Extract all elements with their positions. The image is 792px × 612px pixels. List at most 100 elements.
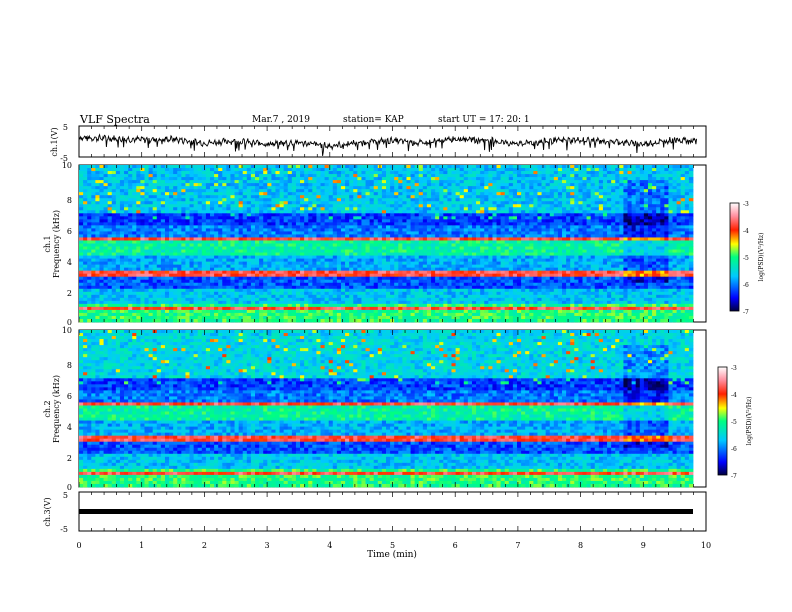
spectrogram-cell	[259, 231, 264, 235]
spectrogram-cell	[283, 249, 289, 253]
spectrogram-cell	[484, 210, 489, 214]
spectrogram-cell	[553, 234, 559, 238]
spectrogram-cell	[500, 228, 506, 232]
spectrogram-cell	[463, 246, 469, 250]
spectrogram-cell	[451, 177, 456, 181]
spectrogram-cell	[451, 246, 456, 250]
spectrogram-cell	[156, 216, 162, 220]
spectrogram-cell	[140, 252, 145, 256]
spectrogram-cell	[164, 258, 170, 263]
spectrogram-cell	[611, 243, 616, 247]
spectrogram-cell	[349, 228, 354, 232]
spectrogram-cell	[381, 210, 387, 214]
spectrogram-cell	[197, 252, 203, 256]
spectrogram-cell	[201, 243, 207, 247]
spectrogram-cell	[660, 204, 665, 208]
spectrogram-cell	[471, 261, 477, 266]
spectrogram-cell	[398, 174, 403, 178]
spectrogram-cell	[480, 249, 485, 253]
spectrogram-cell	[484, 201, 489, 205]
spectrogram-cell	[271, 216, 276, 220]
spectrogram-cell	[451, 186, 456, 190]
spectrogram-cell	[680, 231, 686, 235]
spectrogram-cell	[459, 225, 465, 229]
spectrogram-cell	[201, 201, 207, 205]
spectrogram-cell	[136, 201, 141, 205]
spectrogram-cell	[312, 201, 317, 205]
spectrogram-cell	[242, 252, 248, 256]
spectrogram-cell	[156, 258, 162, 263]
spectrogram-cell	[635, 231, 641, 235]
spectrogram-cell	[525, 204, 530, 208]
spectrogram-cell	[132, 174, 137, 178]
spectrogram-cell	[259, 195, 264, 199]
spectrogram-cell	[406, 189, 411, 193]
spectrogram-cell	[492, 228, 497, 232]
spectrogram-cell	[660, 234, 665, 238]
spectrogram-cell	[316, 240, 321, 244]
spectrogram-cell	[119, 222, 125, 226]
spectrogram-cell	[345, 207, 350, 211]
spectrogram-cell	[443, 180, 448, 184]
spectrogram-cell	[676, 165, 682, 169]
spectrogram-cell	[471, 246, 477, 250]
spectrogram-cell	[492, 240, 497, 244]
spectrogram-cell	[562, 165, 567, 169]
spectrogram-cell	[115, 195, 121, 199]
spectrogram-cell	[250, 174, 256, 178]
spectrogram-cell	[537, 261, 542, 266]
spectrogram-cell	[570, 243, 575, 247]
spectrogram-cell	[672, 165, 678, 169]
spectrogram-cell	[447, 219, 452, 223]
spectrogram-cell	[246, 210, 252, 214]
spectrogram-cell	[332, 186, 338, 190]
spectrogram-cell	[516, 213, 522, 217]
spectrogram-cell	[361, 225, 366, 229]
spectrogram-cell	[218, 261, 223, 266]
spectrogram-cell	[377, 177, 383, 181]
spectrogram-cell	[250, 186, 256, 190]
spectrogram-cell	[414, 171, 420, 175]
spectrogram-cell	[259, 186, 264, 190]
spectrogram-cell	[263, 204, 268, 208]
spectrogram-cell	[201, 249, 207, 253]
spectrogram-cell	[132, 243, 137, 247]
spectrogram-cell	[287, 198, 293, 202]
spectrogram-cell	[132, 192, 137, 196]
spectrogram-cell	[95, 192, 100, 196]
spectrogram-cell	[426, 246, 432, 250]
spectrogram-cell	[353, 225, 358, 229]
spectrogram-cell	[439, 255, 444, 259]
spectrogram-cell	[402, 249, 407, 253]
spectrogram-cell	[222, 192, 227, 196]
spectrogram-cell	[242, 198, 248, 202]
spectrogram-cell	[500, 201, 506, 205]
spectrogram-cell	[345, 210, 350, 214]
spectrogram-cell	[623, 180, 628, 184]
spectrogram-cell	[500, 216, 506, 220]
plot-title: VLF Spectra	[80, 113, 150, 126]
spectrogram-cell	[308, 198, 313, 202]
spectrogram-cell	[267, 249, 272, 253]
spectrogram-cell	[369, 165, 375, 169]
spectrogram-cell	[377, 255, 383, 259]
spectrogram-cell	[390, 192, 395, 196]
spectrogram-cell	[316, 198, 321, 202]
spectrogram-cell	[160, 249, 166, 253]
spectrogram-cell	[656, 213, 661, 217]
spectrogram-cell	[91, 228, 96, 232]
spectrogram-cell	[300, 252, 305, 256]
spectrogram-cell	[115, 201, 121, 205]
spectrogram-cell	[226, 204, 231, 208]
spectrogram-cell	[164, 249, 170, 253]
spectrogram-cell	[516, 219, 522, 223]
spectrogram-cell	[459, 234, 465, 238]
spectrogram-cell	[504, 186, 510, 190]
spectrogram-cell	[259, 171, 264, 175]
spectrogram-cell	[353, 192, 358, 196]
spectrogram-cell	[250, 261, 256, 266]
spectrogram-cell	[300, 246, 305, 250]
spectrogram-cell	[357, 246, 362, 250]
spectrogram-cell	[435, 243, 440, 247]
spectrogram-cell	[598, 252, 604, 256]
